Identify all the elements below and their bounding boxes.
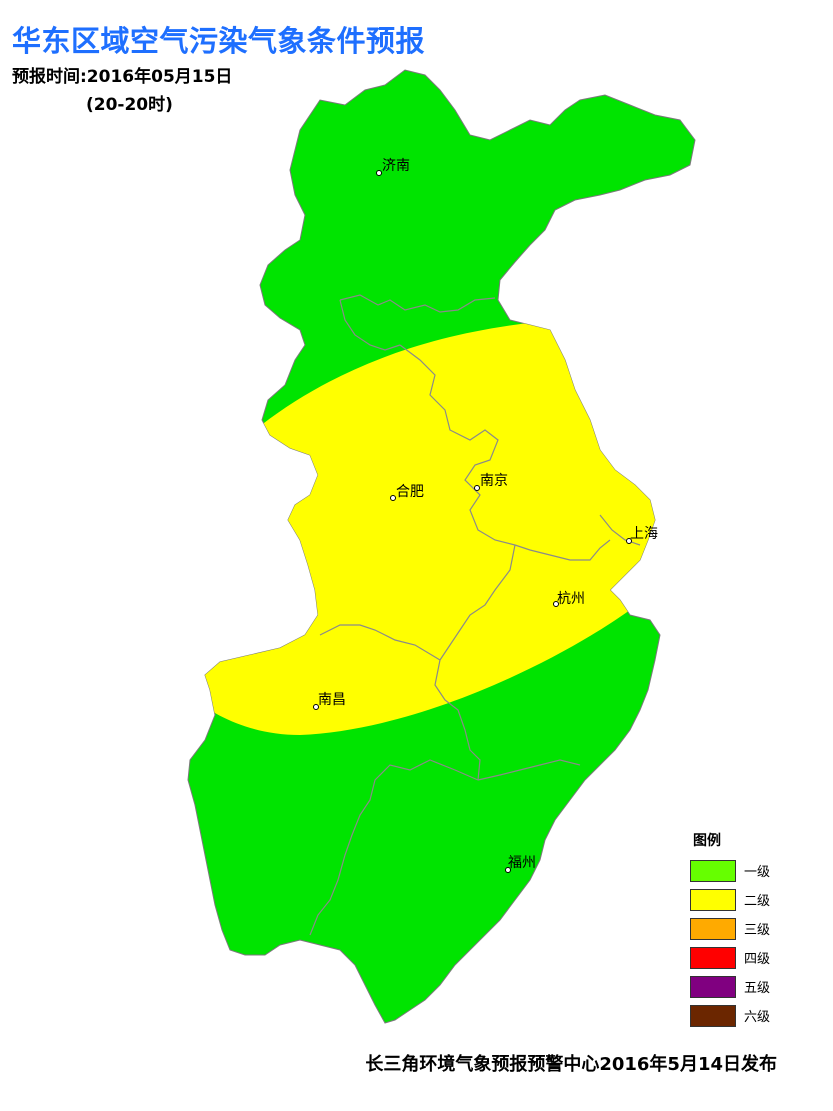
- city-dot: [626, 538, 632, 544]
- city-marker-fuzhou: 福州: [505, 855, 536, 873]
- city-marker-hangzhou: 杭州: [553, 591, 585, 607]
- city-label: 上海: [630, 526, 658, 542]
- city-label: 杭州: [557, 591, 585, 607]
- province-borders: [309, 294, 641, 936]
- legend-swatch: [690, 859, 736, 882]
- issuer-footer: 长三角环境气象预报预警中心2016年5月14日发布: [365, 1054, 777, 1075]
- legend-item-level6: 六级: [690, 1001, 810, 1030]
- city-marker-hefei: 合肥: [390, 484, 424, 501]
- city-dot: [313, 704, 319, 710]
- legend-label: 二级: [744, 894, 771, 909]
- legend-label: 五级: [744, 981, 771, 996]
- legend-title: 图例: [693, 833, 721, 849]
- city-dot: [474, 485, 480, 491]
- legend-item-level4: 四级: [690, 943, 810, 972]
- city-label: 南昌: [318, 692, 346, 708]
- city-marker-nanchang: 南昌: [313, 692, 346, 710]
- legend-swatch: [690, 888, 736, 911]
- legend-item-level3: 三级: [690, 914, 810, 943]
- legend-label: 三级: [744, 923, 771, 938]
- city-label: 福州: [508, 855, 536, 871]
- legend-item-level5: 五级: [690, 972, 810, 1001]
- city-marker-jinan: 济南: [376, 158, 410, 176]
- city-dot: [376, 170, 382, 176]
- forecast-period: (20-20时): [86, 95, 173, 115]
- city-dot: [505, 867, 511, 873]
- legend-swatch: [690, 975, 736, 998]
- map-title: 华东区域空气污染气象条件预报: [12, 24, 426, 58]
- city-markers: 济南 合肥 南京 上海 杭州 南昌: [313, 158, 658, 873]
- legend-swatch: [690, 946, 736, 969]
- city-dot: [390, 495, 396, 501]
- legend-item-level1: 一级: [690, 856, 810, 885]
- forecast-time: 预报时间:2016年05月15日: [12, 67, 233, 87]
- legend: 图例 一级 二级 三级 四级 五级 六级: [690, 830, 810, 1030]
- city-dot: [553, 601, 559, 607]
- pollution-band-level2: [190, 320, 695, 735]
- city-label: 南京: [480, 473, 508, 489]
- legend-item-level2: 二级: [690, 885, 810, 914]
- city-marker-nanjing: 南京: [474, 473, 508, 491]
- legend-label: 一级: [744, 865, 771, 880]
- legend-label: 四级: [744, 952, 771, 967]
- city-label: 合肥: [396, 484, 424, 500]
- city-label: 济南: [382, 158, 410, 174]
- legend-label: 六级: [744, 1010, 771, 1025]
- legend-swatch: [690, 917, 736, 940]
- city-marker-shanghai: 上海: [626, 526, 658, 544]
- legend-swatch: [690, 1004, 736, 1027]
